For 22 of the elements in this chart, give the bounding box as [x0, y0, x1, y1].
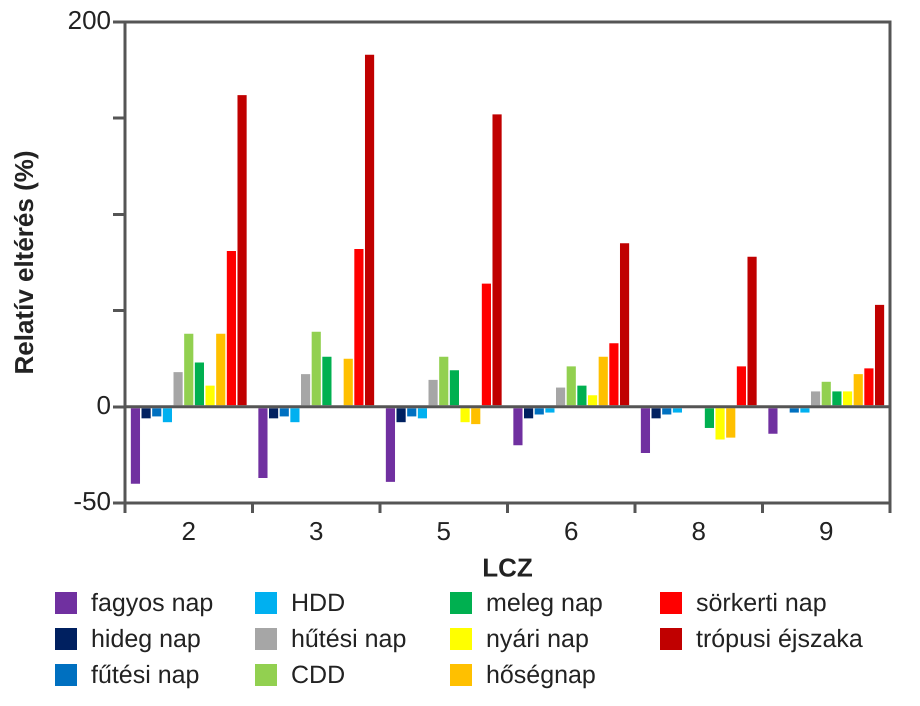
- legend-label: meleg nap: [486, 588, 603, 618]
- x-tick-label: 5: [436, 516, 451, 546]
- legend-label: CDD: [291, 660, 346, 690]
- y-tick-label: -50: [73, 486, 111, 516]
- legend-label: sörkerti nap: [696, 588, 827, 618]
- x-tick-label: 9: [819, 516, 834, 546]
- x-tick-label: 8: [692, 516, 706, 546]
- y-tick-label: 200: [68, 5, 111, 36]
- legend-label: nyári nap: [486, 624, 589, 654]
- y-axis-title: Relatív eltérés (%): [8, 150, 39, 374]
- x-tick-label: 3: [309, 516, 324, 546]
- legend-label: HDD: [291, 588, 346, 618]
- legend-label: fagyos nap: [91, 588, 214, 618]
- legend-label: fűtési nap: [91, 660, 200, 690]
- x-axis-title: LCZ: [482, 552, 533, 583]
- legend-label: hőségnap: [486, 660, 596, 690]
- y-tick-label: 0: [96, 390, 111, 420]
- x-tick-label: 2: [182, 516, 196, 546]
- x-tick-label: 6: [564, 516, 578, 546]
- legend-label: hideg nap: [91, 624, 201, 654]
- legend-label: hűtési nap: [291, 624, 406, 654]
- legend-label: trópusi éjszaka: [696, 624, 863, 654]
